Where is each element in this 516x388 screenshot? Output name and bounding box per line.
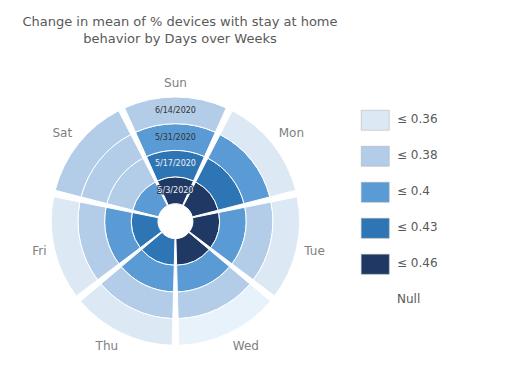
svg-text:Wed: Wed bbox=[233, 339, 259, 353]
svg-text:Mon: Mon bbox=[279, 126, 304, 140]
svg-text:≤ 0.38: ≤ 0.38 bbox=[397, 148, 438, 162]
svg-text:Thu: Thu bbox=[95, 339, 119, 353]
svg-text:Fri: Fri bbox=[32, 244, 46, 258]
svg-text:Sat: Sat bbox=[52, 126, 72, 140]
svg-text:Sun: Sun bbox=[164, 76, 187, 90]
svg-text:5/31/2020: 5/31/2020 bbox=[155, 133, 196, 142]
svg-text:Tue: Tue bbox=[303, 244, 325, 258]
svg-text:≤ 0.43: ≤ 0.43 bbox=[397, 220, 438, 234]
svg-text:5/17/2020: 5/17/2020 bbox=[155, 159, 196, 168]
svg-text:Change in mean of % devices wi: Change in mean of % devices with stay at… bbox=[22, 14, 337, 29]
svg-text:5/3/2020: 5/3/2020 bbox=[157, 186, 193, 195]
svg-text:≤ 0.46: ≤ 0.46 bbox=[397, 256, 438, 270]
svg-text:Null: Null bbox=[397, 292, 420, 306]
svg-text:≤ 0.36: ≤ 0.36 bbox=[397, 112, 438, 126]
svg-text:behavior by Days over Weeks: behavior by Days over Weeks bbox=[83, 31, 277, 46]
svg-text:≤ 0.4: ≤ 0.4 bbox=[397, 184, 430, 198]
svg-text:6/14/2020: 6/14/2020 bbox=[155, 106, 196, 115]
